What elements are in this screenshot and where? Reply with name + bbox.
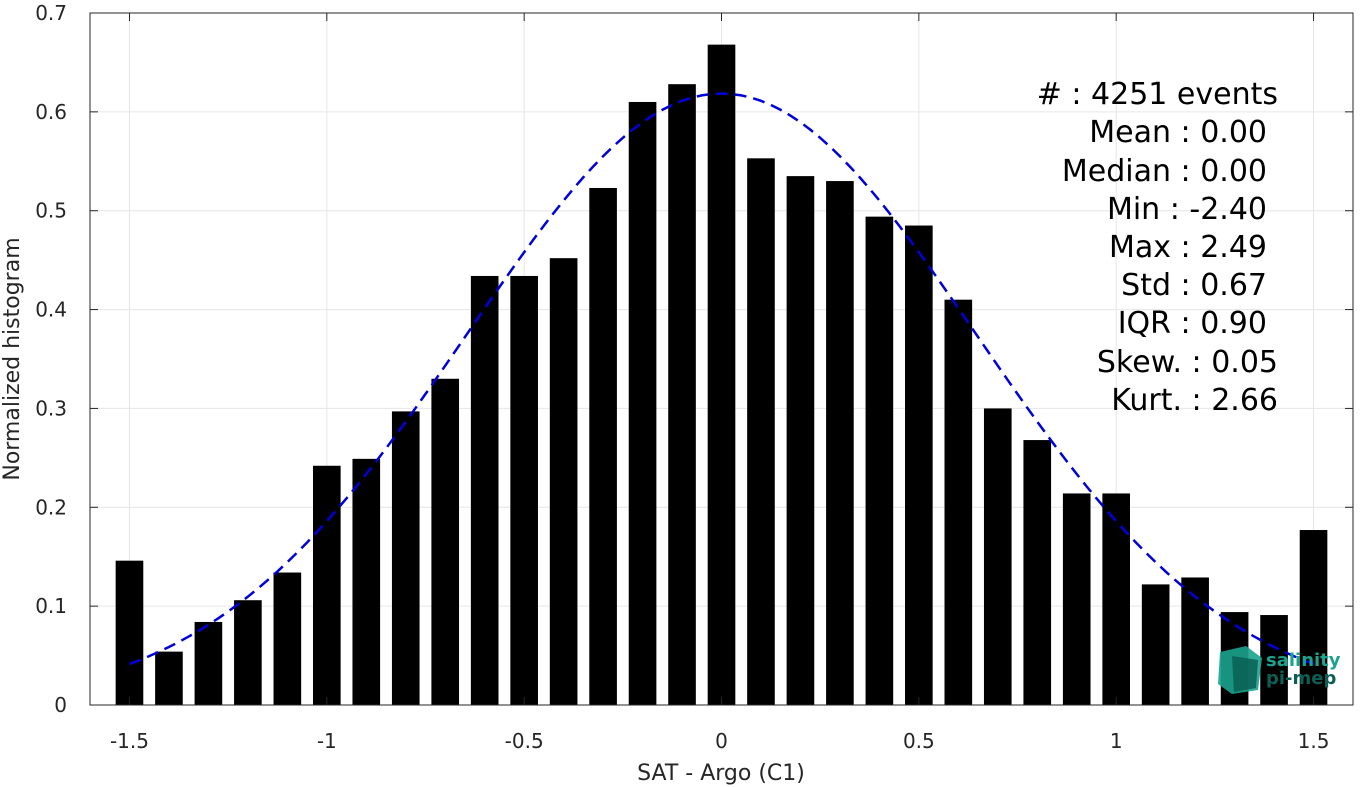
x-tick-label: -1.5	[110, 729, 149, 753]
histogram-bar	[273, 572, 302, 705]
histogram-bar	[747, 158, 775, 705]
histogram-bar	[1181, 577, 1209, 705]
histogram-bar	[983, 408, 1012, 705]
x-tick-label: -0.5	[505, 729, 544, 753]
normal-fit-curve	[129, 92, 1314, 666]
histogram-bar	[786, 176, 815, 706]
histogram-bar	[194, 621, 223, 705]
stat-min: Min : -2.40	[1107, 192, 1267, 227]
axis-ticks	[90, 12, 1353, 706]
y-axis-title: Normalized histogram	[0, 237, 25, 480]
histogram-bar	[115, 560, 144, 705]
histogram-bar	[549, 258, 578, 705]
stat-count: # : 4251 events	[1037, 77, 1278, 112]
histogram-bar	[431, 378, 460, 705]
x-tick-labels: -1.5 -1 -0.5 0 0.5 1 1.5	[110, 729, 1329, 753]
y-tick-label: 0	[54, 693, 67, 717]
histogram-bar	[470, 275, 499, 705]
stat-mean: Mean : 0.00	[1089, 115, 1267, 150]
y-tick-label: 0.2	[35, 495, 67, 519]
y-tick-labels: 0 0.1 0.2 0.3 0.4 0.5 0.6 0.7	[35, 1, 67, 717]
salinity-pi-mep-logo: salinity pi-mep	[1218, 646, 1341, 694]
histogram-bar	[155, 651, 183, 705]
histogram-bar	[391, 411, 420, 705]
histogram-bar	[1102, 493, 1131, 705]
stat-median: Median : 0.00	[1062, 154, 1267, 189]
histogram-bar	[905, 225, 933, 706]
logo-text-salinity: salinity	[1266, 650, 1341, 671]
stat-kurt: Kurt. : 2.66	[1111, 383, 1278, 418]
y-tick-label: 0.6	[35, 100, 67, 124]
histogram-bar	[1023, 440, 1052, 705]
histogram-bar	[510, 275, 538, 705]
y-tick-label: 0.7	[35, 1, 67, 25]
stat-std: Std : 0.67	[1121, 268, 1267, 303]
histogram-bar	[628, 101, 657, 705]
histogram-bar	[1260, 615, 1288, 705]
stat-iqr: IQR : 0.90	[1118, 306, 1267, 341]
histogram-bar	[589, 187, 617, 705]
y-tick-label: 0.4	[35, 298, 67, 322]
histogram-bar	[1141, 584, 1170, 705]
stat-max: Max : 2.49	[1109, 230, 1267, 265]
histogram-bar	[1299, 530, 1328, 705]
x-tick-label: 0.5	[903, 729, 935, 753]
logo-text-pi-mep: pi-mep	[1266, 668, 1336, 689]
x-tick-label: -1	[317, 729, 337, 753]
y-tick-label: 0.3	[35, 396, 67, 420]
x-tick-label: 1	[1110, 729, 1123, 753]
x-axis-title: SAT - Argo (C1)	[637, 761, 805, 786]
histogram-bar	[668, 84, 696, 706]
histogram-bar	[234, 600, 262, 705]
histogram-bar	[865, 216, 894, 705]
histogram-bar	[1062, 493, 1091, 705]
y-tick-label: 0.5	[35, 199, 67, 223]
histogram-bar	[312, 465, 341, 705]
y-tick-label: 0.1	[35, 594, 67, 618]
statistics-box: # : 4251 events Mean : 0.00 Median : 0.0…	[1037, 77, 1278, 418]
stat-skew: Skew. : 0.05	[1097, 345, 1278, 380]
histogram-bar	[352, 458, 381, 705]
x-tick-label: 1.5	[1298, 729, 1330, 753]
logo-cube-shade	[1232, 656, 1258, 692]
histogram-bar	[944, 299, 973, 705]
histogram-bars	[115, 44, 1328, 706]
x-tick-label: 0	[715, 729, 728, 753]
histogram-bar	[826, 181, 854, 706]
histogram-bar	[707, 44, 736, 706]
